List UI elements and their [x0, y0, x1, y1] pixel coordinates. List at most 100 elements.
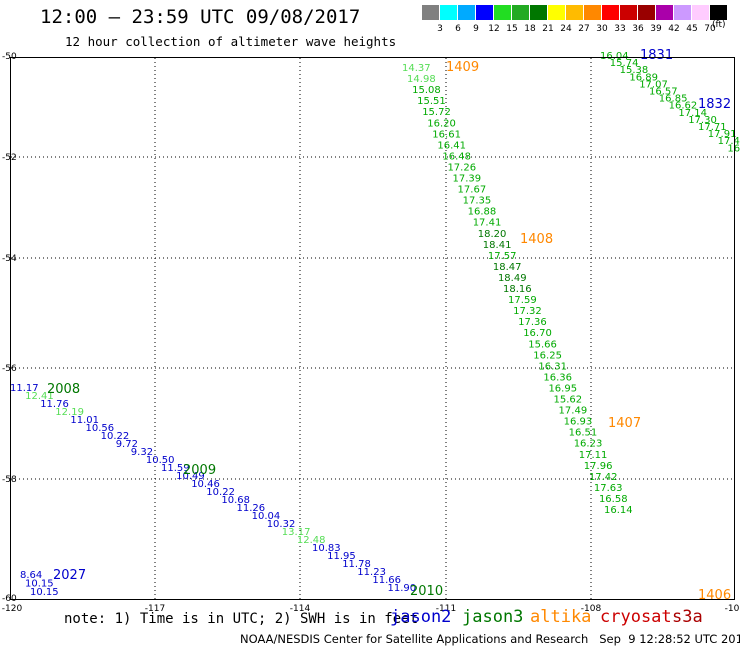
colorbar-swatch	[476, 5, 493, 20]
colorbar-swatch	[548, 5, 565, 20]
swh-value: 11.90	[388, 583, 417, 594]
swh-value: 10.56	[86, 423, 115, 434]
swh-value: 16.70	[523, 328, 552, 339]
swh-value: 17.41	[473, 218, 502, 229]
colorbar-swatch	[530, 5, 547, 20]
page-title: 12:00 – 23:59 UTC 09/08/2017	[40, 6, 361, 28]
swh-value: 15.38	[620, 65, 649, 76]
swh-value: 16.85	[659, 94, 688, 105]
colorbar-swatch	[692, 5, 709, 20]
legend-altika: altika	[530, 607, 592, 627]
colorbar-label: 42	[668, 24, 680, 34]
swh-value: 10.15	[25, 579, 54, 590]
colorbar-swatch	[494, 5, 511, 20]
swh-value: 17.67	[458, 185, 487, 196]
swh-value: 17.36	[518, 317, 547, 328]
colorbar-swatch	[710, 5, 727, 20]
swh-value: 14.37	[402, 63, 431, 74]
colorbar-swatch	[620, 5, 637, 20]
swh-value: 16.93	[564, 417, 593, 428]
colorbar-label: 33	[614, 24, 626, 34]
swh-value: 16.57	[649, 87, 678, 98]
colorbar-label: 9	[473, 24, 479, 34]
swh-value: 17.30	[688, 115, 717, 126]
swh-value: 15.66	[528, 339, 557, 350]
swh-value: 17.4	[718, 136, 740, 147]
swh-value: 16.48	[442, 151, 471, 162]
swh-value: 17.07	[639, 79, 668, 90]
swh-value: 11.76	[40, 399, 69, 410]
swh-value: 11.26	[237, 503, 266, 514]
colorbar-swatch	[458, 5, 475, 20]
swh-value: 17.49	[559, 406, 588, 417]
colorbar-label: 6	[455, 24, 461, 34]
pass-time-label: 1407	[608, 416, 641, 431]
colorbar-swatch	[512, 5, 529, 20]
swh-value: 16.31	[538, 361, 567, 372]
pass-time-label: 1831	[640, 48, 673, 63]
swh-value: 17.11	[579, 450, 608, 461]
colorbar-label: 45	[686, 24, 698, 34]
colorbar-swatch	[566, 5, 583, 20]
swh-value: 17.32	[513, 306, 542, 317]
lon-tick-label: -117	[145, 604, 165, 614]
colorbar-swatch	[422, 5, 439, 20]
swh-value: 10.50	[146, 455, 175, 466]
swh-value: 16.62	[669, 101, 698, 112]
swh-value: 11.17	[10, 383, 39, 394]
colorbar-unit: (ft)	[712, 20, 726, 30]
lat-tick-label: -60	[2, 594, 17, 604]
colorbar-label: 24	[560, 24, 572, 34]
swh-value: 17.39	[453, 174, 482, 185]
swh-value: 18.20	[478, 229, 507, 240]
colorbar-swatch	[674, 5, 691, 20]
swh-value: 18.47	[493, 262, 522, 273]
swh-value: 16.25	[533, 350, 562, 361]
colorbar-swatch	[440, 5, 457, 20]
pass-time-label: 2008	[47, 382, 80, 397]
swh-value: 11.23	[357, 567, 386, 578]
swh-value: 17.57	[488, 251, 517, 262]
lon-tick-label: -108	[581, 604, 602, 614]
lat-tick-label: -56	[2, 364, 17, 374]
swh-value: 17.71	[698, 122, 727, 133]
swh-value: 9.72	[116, 439, 138, 450]
swh-value: 15.51	[417, 96, 446, 107]
swh-value: 16.89	[629, 72, 658, 83]
swh-value: 16.88	[468, 207, 497, 218]
pass-time-label: 2027	[53, 568, 86, 583]
colorbar-label: 3	[437, 24, 443, 34]
swh-value: 17.14	[678, 108, 707, 119]
swh-value: 10.68	[221, 495, 250, 506]
colorbar-swatch	[584, 5, 601, 20]
lon-tick-label: -120	[2, 604, 23, 614]
legend-s3a: s3a	[672, 607, 703, 627]
swh-value: 16.58	[599, 494, 628, 505]
page-subtitle: 12 hour collection of altimeter wave hei…	[65, 34, 397, 49]
colorbar-label: 18	[524, 24, 536, 34]
swh-value: 10.32	[267, 519, 296, 530]
swh-value: 16.51	[569, 428, 598, 439]
lon-tick-label: -114	[290, 604, 311, 614]
swh-value: 10.46	[191, 479, 220, 490]
swh-value: 16.36	[543, 372, 572, 383]
swh-value: 18.49	[498, 273, 527, 284]
swh-value: 16.61	[432, 129, 461, 140]
swh-value: 13.17	[282, 527, 311, 538]
colorbar-label: 70	[704, 24, 716, 34]
credit-line: NOAA/NESDIS Center for Satellite Applica…	[240, 632, 740, 646]
swh-value: 16.20	[427, 118, 456, 129]
swh-value: 10.49	[176, 471, 205, 482]
swh-value: 10.04	[252, 511, 281, 522]
swh-value: 16.14	[604, 505, 633, 516]
footer-note: note: 1) Time is in UTC; 2) SWH is in fe…	[64, 611, 419, 627]
swh-value: 15.72	[422, 107, 451, 118]
swh-value: 14.98	[407, 74, 436, 85]
lon-tick-label: -10	[725, 604, 740, 614]
colorbar-swatch	[602, 5, 619, 20]
swh-value: 12.41	[25, 391, 54, 402]
swh-value: 11.01	[70, 415, 99, 426]
swh-value: 16	[727, 143, 740, 154]
map-frame	[10, 57, 735, 600]
